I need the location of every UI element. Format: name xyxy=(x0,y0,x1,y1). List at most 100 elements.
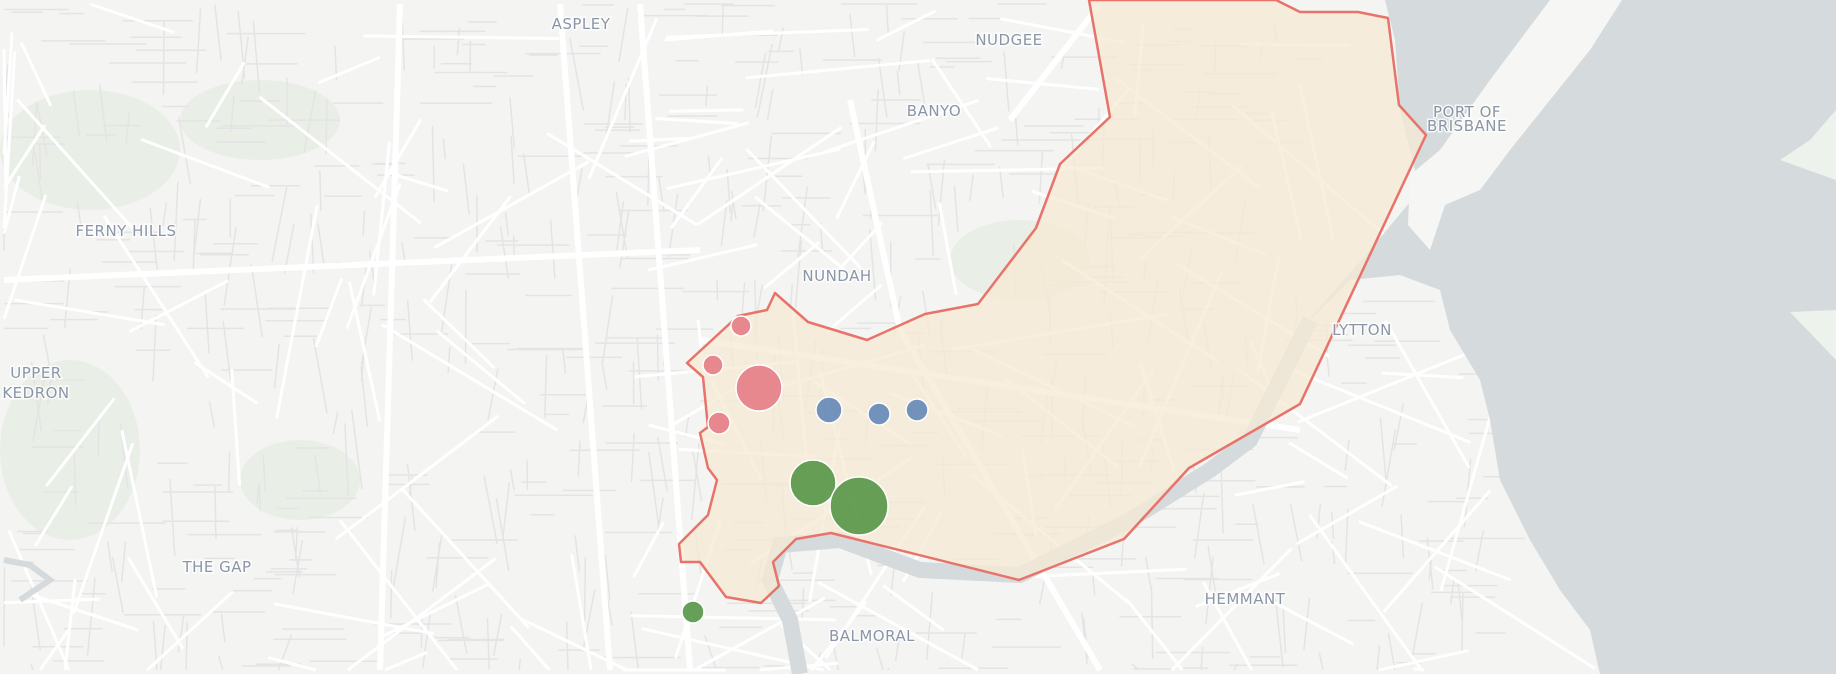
road xyxy=(526,459,529,491)
island-east xyxy=(1780,110,1836,180)
road xyxy=(615,191,629,258)
marker-red[interactable] xyxy=(702,354,724,376)
label-ferny-hills: FERNY HILLS xyxy=(75,222,176,240)
road xyxy=(208,401,216,428)
road xyxy=(894,633,901,662)
road xyxy=(422,298,496,369)
marker-green[interactable] xyxy=(789,459,837,507)
road xyxy=(433,160,590,249)
road xyxy=(1207,545,1218,599)
road xyxy=(400,487,531,629)
road xyxy=(1234,480,1305,497)
road xyxy=(753,200,762,238)
road xyxy=(162,20,165,95)
road xyxy=(937,202,958,295)
road xyxy=(338,518,459,671)
road xyxy=(1413,667,1425,672)
marker-blue[interactable] xyxy=(905,398,929,422)
road xyxy=(753,195,847,272)
road xyxy=(277,634,293,671)
road xyxy=(504,212,510,236)
road xyxy=(2,124,47,189)
road xyxy=(1295,484,1398,546)
road xyxy=(794,240,803,309)
road xyxy=(875,647,884,671)
label-banyo: BANYO xyxy=(907,102,961,120)
road xyxy=(630,433,635,482)
road xyxy=(1434,565,1597,670)
road xyxy=(140,138,270,189)
road xyxy=(76,201,82,228)
road xyxy=(1325,346,1330,377)
island-east-2 xyxy=(1790,310,1836,360)
road xyxy=(1381,371,1464,380)
road xyxy=(1384,319,1471,469)
label-nundah: NUNDAH xyxy=(802,267,871,285)
road xyxy=(615,200,625,253)
road xyxy=(835,140,876,220)
road xyxy=(745,147,862,269)
marker-blue[interactable] xyxy=(867,402,891,426)
road xyxy=(275,204,319,419)
road xyxy=(925,592,934,661)
road xyxy=(522,153,531,195)
road xyxy=(2,51,17,229)
road xyxy=(509,625,551,671)
marker-red[interactable] xyxy=(707,411,731,435)
marker-green[interactable] xyxy=(681,600,705,624)
road xyxy=(28,576,41,651)
road xyxy=(1358,520,1512,582)
road xyxy=(46,365,54,405)
marker-red[interactable] xyxy=(735,364,783,412)
road xyxy=(240,36,249,86)
road xyxy=(1379,417,1388,485)
road xyxy=(557,3,613,671)
road xyxy=(570,553,593,671)
road xyxy=(1150,585,1154,659)
label-upper-kedron-2: KEDRON xyxy=(2,384,69,402)
road xyxy=(887,667,890,671)
road xyxy=(896,71,901,95)
road xyxy=(319,170,322,211)
road xyxy=(1288,367,1472,444)
road xyxy=(372,141,391,296)
road xyxy=(825,98,980,153)
road xyxy=(875,9,937,42)
road xyxy=(849,13,856,58)
road xyxy=(847,99,903,331)
road xyxy=(666,27,869,39)
road xyxy=(111,556,124,614)
road xyxy=(217,655,224,671)
road xyxy=(797,186,809,258)
road xyxy=(1387,632,1396,671)
road xyxy=(721,6,725,37)
road xyxy=(495,497,510,572)
road xyxy=(632,521,665,578)
label-hemmant: HEMMANT xyxy=(1205,590,1286,608)
road xyxy=(102,214,210,379)
road xyxy=(1170,547,1293,672)
marker-red[interactable] xyxy=(730,315,752,337)
road xyxy=(1426,537,1434,590)
road xyxy=(1450,578,1455,605)
road xyxy=(258,484,262,512)
road xyxy=(128,279,229,334)
road xyxy=(930,58,993,149)
road xyxy=(741,282,746,317)
road xyxy=(1382,489,1492,613)
label-port-of-brisbane-2: BRISBANE xyxy=(1427,117,1507,135)
road xyxy=(462,163,470,215)
road xyxy=(1195,572,1281,609)
road xyxy=(346,556,497,672)
water-layer xyxy=(3,0,1836,674)
road xyxy=(1303,597,1311,651)
highlighted-region[interactable] xyxy=(677,0,1428,605)
road xyxy=(177,615,185,654)
road xyxy=(428,195,512,304)
road xyxy=(317,55,381,85)
marker-blue[interactable] xyxy=(815,396,843,424)
marker-green[interactable] xyxy=(829,476,889,536)
road xyxy=(34,485,74,547)
road xyxy=(149,207,159,270)
